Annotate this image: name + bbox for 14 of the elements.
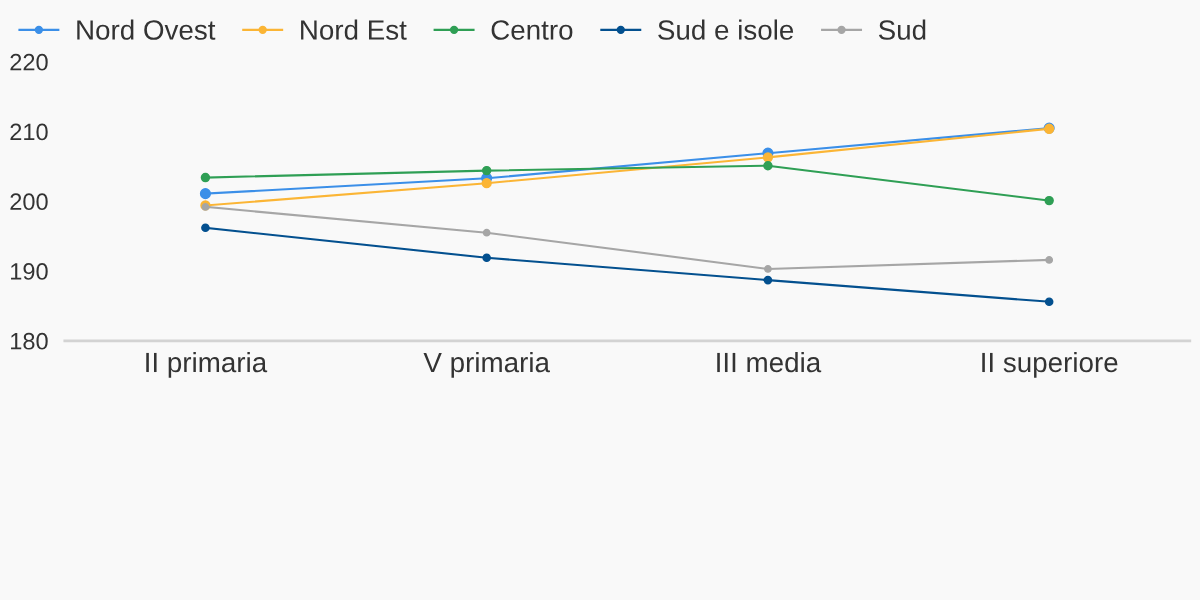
x-tick-label: II superiore	[982, 351, 1118, 378]
legend-label: Centro	[491, 20, 573, 40]
y-tick-label: 190	[11, 263, 48, 280]
x-tick-label: III media	[717, 351, 822, 373]
y-tick-label: 180	[11, 332, 48, 350]
y-tick-label: 200	[10, 193, 48, 211]
legend-label: Nord Est	[301, 19, 407, 40]
x-tick-label: V primaria	[423, 351, 550, 378]
y-tick-label: 220	[10, 53, 48, 71]
legend-label: Sud e isole	[658, 19, 794, 40]
legend-label: Nord Ovest	[77, 19, 216, 40]
y-tick-label: 210	[10, 123, 48, 141]
x-tick-label: II primaria	[146, 351, 268, 378]
legend-label: Sud	[878, 19, 926, 40]
